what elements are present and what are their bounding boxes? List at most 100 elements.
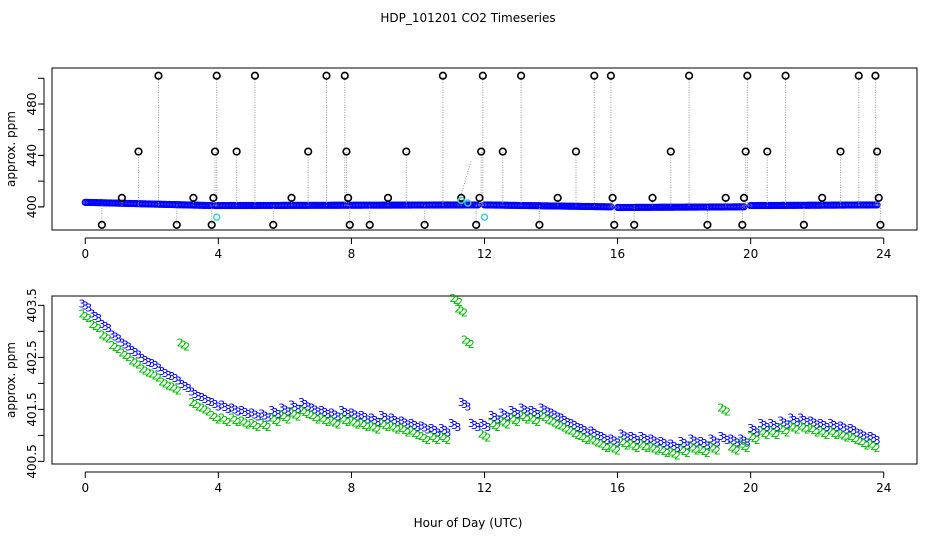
series-3-point: 3 — [701, 437, 708, 450]
series-2-point: 2 — [375, 424, 382, 437]
series-2-point: 2 — [365, 421, 372, 434]
series-2-point: 2 — [449, 292, 456, 305]
series-2-point: 2 — [744, 442, 751, 455]
series-2-point: 2 — [285, 413, 292, 426]
series-3-point: 3 — [661, 437, 668, 450]
series-2-point: 2 — [834, 429, 841, 442]
series-3-point: 3 — [271, 406, 278, 419]
series-2-point: 2 — [145, 366, 152, 379]
series-3-point: 3 — [222, 401, 229, 414]
series-2-point: 2 — [727, 440, 734, 453]
outlier-point — [685, 71, 694, 80]
figure-title: HDP_101201 CO2 Timeseries — [380, 11, 555, 25]
series-2-point: 2 — [538, 409, 545, 422]
series-3-point: 3 — [511, 406, 518, 419]
series-3-point: 3 — [524, 405, 531, 418]
outlier-point — [212, 71, 221, 80]
series-2-point: 2 — [454, 302, 461, 315]
series-3-point: 3 — [291, 401, 298, 414]
series-2-point: 2 — [315, 413, 322, 426]
series-2-point: 2 — [654, 444, 661, 457]
series-2-point: 2 — [614, 444, 621, 457]
series-2-point: 2 — [388, 420, 395, 433]
series-2-point: 2 — [777, 422, 784, 435]
series-2-point: 2 — [321, 414, 328, 427]
series-3-point: 3 — [265, 412, 272, 425]
series-3-point: 3 — [538, 401, 545, 414]
series-3-point: 3 — [235, 405, 242, 418]
outlier-point — [876, 220, 885, 229]
series-2-point: 2 — [351, 416, 358, 429]
series-3-point: 3 — [484, 421, 491, 434]
series-2-point: 2 — [456, 296, 463, 309]
series-3-point: 3 — [607, 433, 614, 446]
series-2-point: 2 — [192, 398, 199, 411]
series-2-point: 2 — [295, 411, 302, 424]
outlier-point — [590, 71, 599, 80]
series-2-point: 2 — [301, 406, 308, 419]
series-3-point: 3 — [770, 419, 777, 432]
series-3-point: 3 — [438, 422, 445, 435]
outlier-point — [322, 71, 331, 80]
series-2-point: 2 — [604, 442, 611, 455]
series-2-point: 2 — [468, 338, 475, 351]
series-3-point: 3 — [621, 429, 628, 442]
baseline-point — [873, 201, 881, 209]
outlier-point — [836, 147, 845, 156]
series-2-point: 2 — [444, 434, 451, 447]
series-3-point: 3 — [132, 346, 139, 359]
series-2-point: 2 — [132, 357, 139, 370]
outlier-point — [383, 193, 393, 202]
series-3-point: 3 — [441, 424, 448, 437]
series-3-point: 3 — [514, 408, 521, 421]
series-2-point: 2 — [298, 404, 305, 417]
series-2-point: 2 — [564, 424, 571, 437]
series-2-point: 2 — [800, 422, 807, 435]
series-2-point: 2 — [318, 412, 325, 425]
series-3-point: 3 — [817, 417, 824, 430]
series-3-point: 3 — [568, 417, 575, 430]
top-x-tick-label: 24 — [876, 247, 891, 261]
series-2-point: 2 — [305, 408, 312, 421]
series-2-point: 2 — [385, 421, 392, 434]
series-2-point: 2 — [102, 331, 109, 344]
series-2-point: 2 — [261, 419, 268, 432]
series-2-point: 2 — [548, 414, 555, 427]
outlier-point — [721, 193, 730, 202]
series-3-point: 3 — [328, 407, 335, 420]
series-3-point: 3 — [471, 419, 478, 432]
series-3-point: 3 — [691, 435, 698, 448]
series-3-point: 3 — [498, 407, 505, 420]
outlier-point — [553, 193, 562, 202]
series-2-point: 2 — [142, 364, 149, 377]
series-3-point: 3 — [105, 322, 112, 335]
series-3-point: 3 — [158, 365, 165, 378]
series-2-point: 2 — [661, 445, 668, 458]
series-2-point: 2 — [222, 414, 229, 427]
series-2-point: 2 — [281, 411, 288, 424]
series-2-point: 2 — [183, 340, 190, 353]
series-2-point: 2 — [411, 427, 418, 440]
series-2-point: 2 — [381, 419, 388, 432]
series-2-point: 2 — [741, 440, 748, 453]
series-3-point: 3 — [404, 418, 411, 431]
series-3-point: 3 — [548, 407, 555, 420]
series-3-point: 3 — [681, 437, 688, 450]
outlier-point — [210, 147, 220, 156]
series-2-point: 2 — [278, 409, 285, 422]
series-3-point: 3 — [245, 408, 252, 421]
series-3-point: 3 — [255, 411, 262, 424]
series-2-point: 2 — [561, 422, 568, 435]
series-2-point: 2 — [581, 432, 588, 445]
series-2-point: 2 — [807, 422, 814, 435]
bottom-ylabel: approx. ppm — [4, 342, 18, 418]
series-3-point: 3 — [454, 421, 461, 434]
series-3-point: 3 — [574, 421, 581, 434]
series-2-point: 2 — [205, 405, 212, 418]
series-3-point: 3 — [185, 382, 192, 395]
series-2-point: 2 — [108, 339, 115, 352]
series-2-point: 2 — [361, 419, 368, 432]
outlier-point — [345, 220, 354, 229]
series-3-point: 3 — [647, 433, 654, 446]
